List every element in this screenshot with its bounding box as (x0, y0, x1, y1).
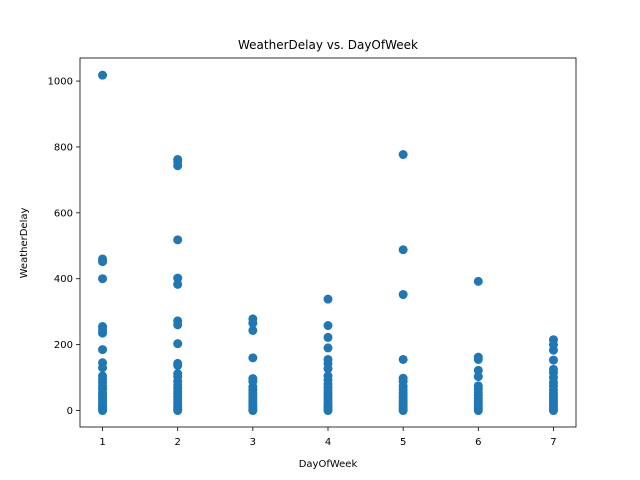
scatter-point (98, 274, 108, 284)
scatter-point (173, 161, 183, 171)
scatter-point (398, 150, 408, 160)
y-tick-label: 800 (54, 142, 73, 153)
scatter-point (173, 320, 183, 330)
scatter-point (248, 318, 258, 328)
scatter-point (473, 365, 483, 375)
scatter-point (473, 354, 483, 364)
scatter-point (398, 290, 408, 300)
y-tick-label: 400 (54, 274, 73, 285)
scatter-point (173, 273, 183, 283)
scatter-point (248, 353, 258, 363)
x-axis-ticks: 1 2 3 4 5 6 7 (99, 427, 557, 448)
scatter-point (323, 332, 333, 342)
scatter-point (398, 354, 408, 364)
x-tick-label: 6 (475, 437, 481, 448)
scatter-point (548, 406, 558, 416)
scatter-point (98, 406, 108, 416)
scatter-point (473, 372, 483, 382)
scatter-point (173, 339, 183, 349)
y-tick-label: 0 (67, 406, 73, 417)
scatter-point (98, 328, 108, 338)
scatter-points (98, 70, 558, 416)
x-tick-label: 2 (175, 437, 181, 448)
scatter-point (173, 235, 183, 245)
x-tick-label: 5 (400, 437, 406, 448)
y-tick-label: 200 (54, 340, 73, 351)
scatter-point (323, 343, 333, 353)
scatter-point (98, 345, 108, 355)
scatter-point (398, 245, 408, 255)
y-axis-label: WeatherDelay (19, 208, 30, 279)
scatter-point (548, 345, 558, 355)
y-tick-label: 600 (54, 208, 73, 219)
x-axis-label: DayOfWeek (299, 459, 358, 470)
scatter-point (473, 406, 483, 416)
scatter-point (98, 363, 108, 373)
scatter-point (173, 279, 183, 289)
chart-title: WeatherDelay vs. DayOfWeek (238, 38, 418, 52)
scatter-point (173, 360, 183, 370)
y-tick-label: 1000 (48, 77, 73, 88)
scatter-point (248, 406, 258, 416)
scatter-point (323, 294, 333, 304)
scatter-point (323, 364, 333, 374)
scatter-point (98, 257, 108, 267)
x-tick-label: 3 (250, 437, 256, 448)
x-tick-label: 4 (325, 437, 331, 448)
scatter-point (98, 70, 108, 80)
scatter-point (548, 355, 558, 365)
x-tick-label: 1 (99, 437, 105, 448)
scatter-point (323, 406, 333, 416)
scatter-point (173, 406, 183, 416)
x-tick-label: 7 (550, 437, 556, 448)
scatter-point (473, 276, 483, 286)
scatter-point (248, 325, 258, 335)
scatter-point (398, 406, 408, 416)
scatter-point (323, 321, 333, 331)
y-axis-ticks: 0 200 400 600 800 1000 (48, 77, 80, 417)
